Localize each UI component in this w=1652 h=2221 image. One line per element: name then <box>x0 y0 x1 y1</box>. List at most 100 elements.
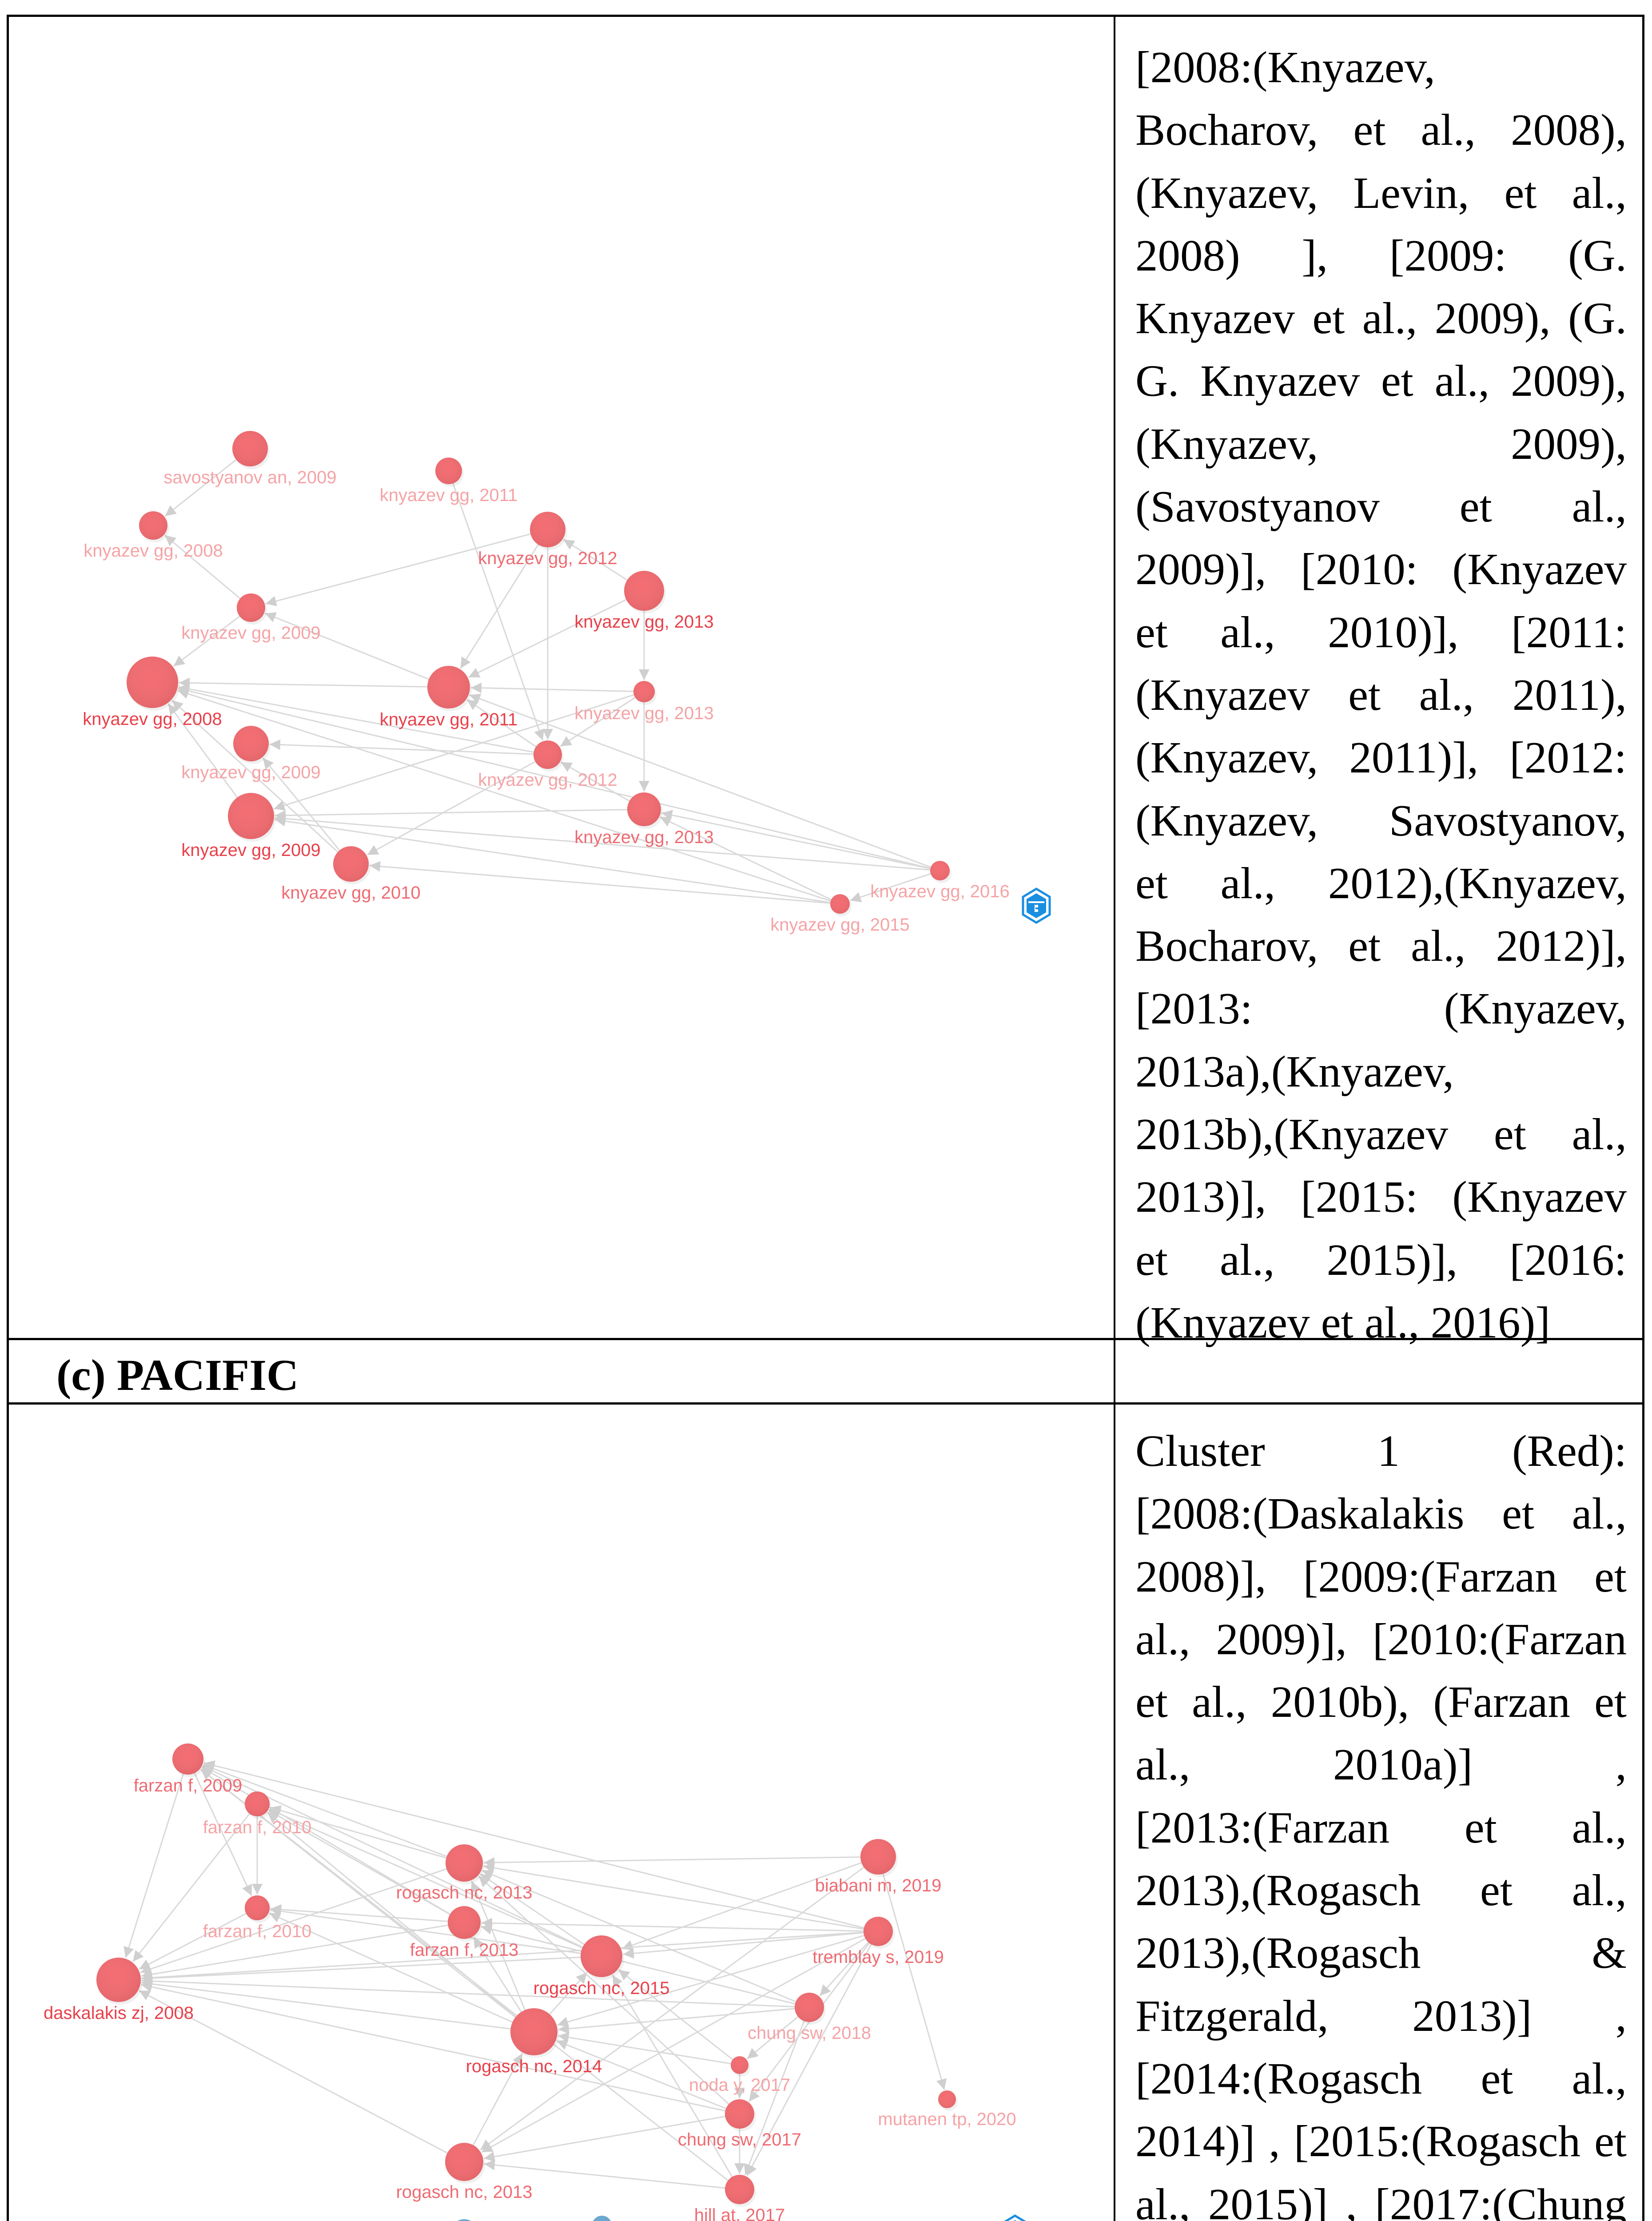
citation-edge <box>173 607 251 667</box>
node-label: knyazev gg, 2013 <box>574 704 714 723</box>
edges <box>164 448 940 905</box>
network-node[interactable]: knyazev gg, 2013 <box>574 571 714 632</box>
network-node[interactable]: rogasch nc, 2013 <box>396 2143 533 2202</box>
citation-edge <box>483 1863 879 1932</box>
citation-edge <box>269 739 548 756</box>
text-line: al., 2015)] , [2017:(Chung <box>1135 2179 1627 2221</box>
network-node[interactable]: knyazev gg, 2013 <box>574 792 714 847</box>
text-line: (Knyazev, Levin, et al., <box>1135 167 1627 218</box>
citation-edge <box>481 1930 879 2153</box>
citation-edge <box>448 470 545 741</box>
text-line: al., 2010a)] , <box>1135 1739 1627 1790</box>
citation-edge <box>139 1907 258 1970</box>
node-label: farzan f, 2010 <box>203 1922 312 1941</box>
citation-edge <box>480 1856 879 2151</box>
citation-edge <box>877 1856 947 2090</box>
node-label: knyazev gg, 2009 <box>181 623 321 643</box>
citation-edge <box>139 1990 465 2163</box>
citation-edge <box>203 1763 465 1864</box>
network-node[interactable]: knyazev gg, 2008 <box>84 511 223 561</box>
cluster-citations-text-pacific: Cluster 1 (Red): [2008:(Daskalakis et al.… <box>1135 1420 1627 2221</box>
citation-edge <box>269 1912 534 2033</box>
citation-edge <box>164 448 251 517</box>
citation-edge <box>484 2159 740 2190</box>
network-node[interactable]: knyazev gg, 2009 <box>181 593 321 643</box>
node-label: knyazev gg, 2012 <box>478 549 617 568</box>
citation-edge <box>268 1810 465 1923</box>
node-label: knyazev gg, 2011 <box>380 486 518 505</box>
network-node[interactable]: rogasch nc, 2015 <box>533 1935 670 1998</box>
network-node[interactable]: knyazev gg, 2013 <box>574 681 714 723</box>
node-label: knyazev gg, 2011 <box>380 710 518 729</box>
network-node[interactable]: knyazev gg, 2009 <box>181 726 321 782</box>
citation-edge <box>746 1931 879 2176</box>
network-node[interactable]: rogasch nc, 2014 <box>466 2008 602 2076</box>
text-line: Bocharov, et al., 2012)], <box>1135 921 1627 971</box>
text-line: 2013),(Rogasch & <box>1135 1928 1627 1978</box>
citation-edge <box>612 1974 740 2190</box>
network-node[interactable]: farzan f, 2009 <box>134 1743 243 1795</box>
citation-edge <box>482 1870 810 2008</box>
text-line: et al., 2010)], [2011: <box>1135 607 1627 657</box>
network-node[interactable]: hill at, 2017 <box>694 2175 785 2221</box>
network-node[interactable]: knyazev gg, 2012 <box>478 740 617 790</box>
network-node[interactable]: farzan f, 2013 <box>410 1906 519 1960</box>
citation-edge <box>141 1976 810 2008</box>
network-node[interactable]: biabani m, 2019 <box>815 1839 942 1895</box>
network-node[interactable]: farzan f, 2010 <box>203 1791 312 1837</box>
network-node[interactable]: knyazev gg, 2010 <box>281 846 421 903</box>
network-graph-svg: savostyanov an, 2009 knyazev gg, 2011 knya… <box>83 431 1051 935</box>
citation-edge <box>470 1881 535 2032</box>
text-line: (Knyazev, 2011)], [2012: <box>1135 732 1627 783</box>
text-line: et al., 2012),(Knyazev, <box>1135 858 1627 908</box>
citation-network-pacific: farzan f, 2009 farzan f, 2010 rogasch nc, … <box>44 1743 1026 2221</box>
text-line: Fitzgerald, 2013)] , <box>1135 1990 1627 2041</box>
network-node[interactable]: knyazev gg, 2016 <box>870 861 1010 901</box>
node-label: knyazev gg, 2013 <box>574 612 714 632</box>
vosviewer-logo-icon <box>1022 888 1051 924</box>
network-node[interactable]: savostyanov an, 2009 <box>163 431 337 487</box>
network-node[interactable]: knyazev gg, 2011 <box>380 666 518 729</box>
citation-edge <box>466 699 548 756</box>
network-node[interactable]: knyazev gg, 2011 <box>380 458 518 505</box>
citation-edge <box>264 612 449 688</box>
citation-edge <box>167 703 252 816</box>
network-node[interactable]: tremblay s, 2019 <box>812 1917 944 1967</box>
citation-edge <box>621 1856 879 1950</box>
row-divider-1 <box>7 1338 1644 1340</box>
node-label: knyazev gg, 2008 <box>83 709 222 729</box>
network-node[interactable]: chung sw, 2018 <box>748 1993 871 2043</box>
network-node[interactable]: mutanen tp, 2020 <box>878 2090 1016 2129</box>
network-node[interactable]: daskalakis zj, 2008 <box>44 1958 194 2023</box>
text-line: 2014)] , [2015:(Rogasch et <box>1135 2116 1627 2166</box>
network-node[interactable]: knyazev gg, 2009 <box>181 793 321 860</box>
network-node[interactable]: farzan f, 2010 <box>203 1895 312 1941</box>
node-label: knyazev gg, 2009 <box>181 840 321 860</box>
text-line: 2013),(Rogasch et al., <box>1135 1865 1627 1915</box>
node-label: rogasch nc, 2014 <box>466 2057 602 2076</box>
network-node[interactable]: rogasch nc, 2013 <box>396 1844 533 1903</box>
citation-network-knyazev: savostyanov an, 2009 knyazev gg, 2011 knya… <box>0 0 1113 1337</box>
network-node[interactable]: knyazev gg, 2015 <box>770 894 910 935</box>
node-label: knyazev gg, 2012 <box>478 770 617 790</box>
text-line: [2008:(Knyazev, <box>1135 42 1435 92</box>
citation-edge <box>623 1930 879 1959</box>
network-node[interactable]: chung sw, 2017 <box>678 2099 801 2149</box>
text-line: [2014:(Rogasch et al., <box>1135 2053 1627 2103</box>
node-label: knyazev gg, 2008 <box>84 541 223 561</box>
citation-edge <box>470 682 645 693</box>
network-node[interactable]: badcock na, 2013 <box>394 2219 534 2221</box>
citation-edge <box>557 1930 879 2027</box>
network-node[interactable]: knyazev gg, 2012 <box>478 512 617 568</box>
citation-edge <box>275 813 940 872</box>
citation-edge <box>140 1862 465 1974</box>
citation-edge <box>744 2007 810 2175</box>
network-node[interactable]: badcock na, 2015 <box>532 2216 672 2221</box>
node-label: savostyanov an, 2009 <box>163 468 336 487</box>
node-label: knyazev gg, 2015 <box>770 915 910 935</box>
citation-edge <box>660 816 840 905</box>
network-node[interactable]: knyazev gg, 2008 <box>83 657 222 729</box>
citation-edge <box>203 1760 879 1932</box>
network-node[interactable]: noda y, 2017 <box>689 2056 790 2095</box>
citation-edge <box>141 1978 534 2033</box>
